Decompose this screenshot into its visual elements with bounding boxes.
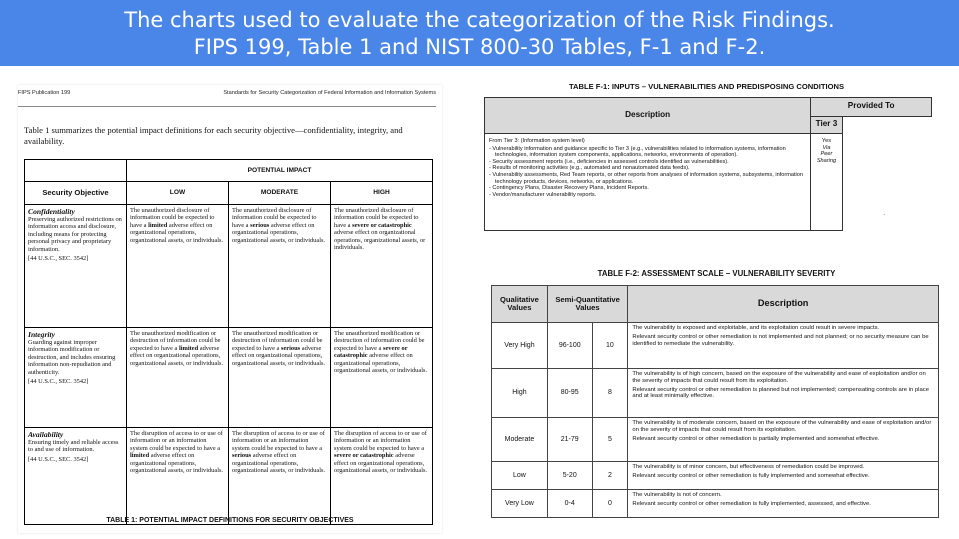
objective-definition: Ensuring timely and reliable access to a… — [28, 439, 119, 454]
description-header: Description — [627, 285, 939, 323]
table-f1-document: TABLE F-1: INPUTS – VULNERABILITIES AND … — [480, 76, 933, 245]
list-item: - Vulnerability information and guidance… — [489, 145, 786, 159]
table-row: Availability Ensuring timely and reliabl… — [24, 427, 433, 525]
qualitative-cell: Low — [491, 461, 548, 490]
table-row: Very Low 0-4 0 The vulnerability is not … — [491, 489, 939, 518]
table-row: Moderate 21-79 5 The vulnerability is of… — [491, 417, 939, 462]
objective-reference: [44 U.S.C., SEC. 3542] — [28, 255, 89, 263]
table-f1: Description Provided To Tier 3 From Tier… — [483, 97, 932, 231]
title-banner: The charts used to evaluate the categori… — [0, 0, 959, 66]
low-impact-cell: The disruption of access to or use of in… — [126, 427, 229, 525]
objective-cell: Confidentiality Preserving authorized re… — [24, 204, 127, 328]
list-item: - Vendor/manufacturer vulnerability repo… — [489, 191, 597, 198]
description-cell: The vulnerability is of high concern, ba… — [627, 368, 939, 418]
list-item: - Results of monitoring activities (e.g.… — [489, 165, 690, 172]
impact-table: POTENTIAL IMPACT Security Objective LOW … — [24, 159, 433, 525]
table-f2-title: TABLE F-2: ASSESSMENT SCALE – VULNERABIL… — [597, 269, 836, 278]
moderate-impact-cell: The unauthorized disclosure of informati… — [228, 204, 331, 328]
objective-name: Confidentiality — [28, 207, 75, 216]
qualitative-cell: High — [491, 368, 548, 418]
high-impact-cell: The unauthorized disclosure of informati… — [330, 204, 433, 328]
range-cell: 80-95 — [546, 368, 593, 418]
table-row: Confidentiality Preserving authorized re… — [24, 204, 433, 328]
banner-title-line1: The charts used to evaluate the categori… — [124, 8, 835, 32]
score-cell: 2 — [591, 461, 629, 490]
blank-header-cell — [841, 116, 932, 134]
tier3-header: Tier 3 — [810, 115, 843, 135]
list-item: - Security assessment reports (i.e., def… — [489, 158, 729, 165]
blank-header-cell — [24, 159, 127, 182]
moderate-header: MODERATE — [228, 181, 331, 205]
via-label: Via — [822, 144, 831, 151]
list-item: - Contingency Plans, Disaster Recovery P… — [489, 185, 649, 192]
moderate-impact-cell: The disruption of access to or use of in… — [228, 427, 331, 525]
provided-to-header: Provided To — [810, 97, 932, 117]
table-row: Integrity Guarding against improper info… — [24, 327, 433, 428]
potential-impact-header: POTENTIAL IMPACT — [126, 159, 433, 182]
from-tier-label: From Tier 3: (Information system level) — [489, 138, 585, 144]
objective-reference: [44 U.S.C., SEC. 3542] — [28, 378, 89, 386]
table-f2: Qualitative Values Semi-Quantitative Val… — [491, 285, 939, 518]
header-standard-title: Standards for Security Categorization of… — [223, 90, 436, 96]
low-impact-cell: The unauthorized modification or destruc… — [126, 327, 229, 428]
objective-reference: [44 U.S.C., SEC. 3542] — [28, 455, 89, 463]
banner-title-line2: FIPS 199, Table 1 and NIST 800-30 Tables… — [193, 35, 766, 59]
score-cell: 5 — [591, 417, 629, 462]
intro-paragraph: Table 1 summarizes the potential impact … — [24, 125, 403, 146]
qualitative-cell: Moderate — [491, 417, 548, 462]
score-cell: 8 — [591, 368, 629, 418]
table-row: Low 5-20 2 The vulnerability is of minor… — [491, 461, 939, 490]
score-cell: 10 — [591, 322, 629, 369]
description-header: Description — [483, 97, 812, 134]
empty-cell — [842, 134, 931, 231]
description-cell: The vulnerability is not of concern. Rele… — [627, 489, 939, 518]
f1-input-list: - Vulnerability information and guidance… — [489, 146, 806, 199]
description-cell: The vulnerability is exposed and exploit… — [627, 322, 939, 369]
header-publication: FIPS Publication 199 — [18, 90, 71, 96]
description-cell: The vulnerability is of moderate concern… — [627, 417, 939, 462]
objective-name: Integrity — [28, 330, 56, 339]
objective-definition: Guarding against improper information mo… — [28, 339, 116, 376]
qualitative-cell: Very High — [491, 322, 548, 369]
fips199-document: FIPS Publication 199 Standards for Secur… — [18, 85, 442, 533]
table-f2-document: TABLE F-2: ASSESSMENT SCALE – VULNERABIL… — [486, 257, 947, 518]
table-row: Very High 96-100 10 The vulnerability is… — [491, 322, 939, 369]
f1-description-cell: From Tier 3: (Information system level) … — [483, 133, 812, 231]
objective-definition: Preserving authorized restrictions on in… — [28, 216, 122, 253]
description-cell: The vulnerability is of minor concern, b… — [627, 461, 939, 490]
table-row: High 80-95 8 The vulnerability is of hig… — [491, 368, 939, 418]
high-header: HIGH — [330, 181, 433, 205]
qualitative-values-header: Qualitative Values — [491, 285, 548, 323]
sharing-label: Sharing — [816, 157, 837, 164]
range-cell: 5-20 — [546, 461, 593, 490]
table-caption: TABLE 1: POTENTIAL IMPACT DEFINITIONS FO… — [106, 517, 354, 524]
semi-quantitative-header: Semi-Quantitative Values — [546, 285, 629, 323]
table-f1-title: TABLE F-1: INPUTS – VULNERABILITIES AND … — [568, 82, 845, 91]
tier3-value-cell: Yes Via Peer Sharing — [810, 133, 843, 231]
stray-dot: . — [883, 211, 885, 217]
objective-cell: Availability Ensuring timely and reliabl… — [24, 427, 127, 525]
range-cell: 21-79 — [546, 417, 593, 462]
objective-cell: Integrity Guarding against improper info… — [24, 327, 127, 428]
range-cell: 96-100 — [546, 322, 593, 369]
range-cell: 0-4 — [546, 489, 593, 518]
yes-label: Yes — [821, 138, 832, 144]
header-divider — [18, 106, 436, 107]
low-header: LOW — [126, 181, 229, 205]
moderate-impact-cell: The unauthorized modification or destruc… — [228, 327, 331, 428]
high-impact-cell: The disruption of access to or use of in… — [330, 427, 433, 525]
peer-label: Peer — [820, 151, 833, 158]
low-impact-cell: The unauthorized disclosure of informati… — [126, 204, 229, 328]
objective-name: Availability — [28, 430, 64, 439]
security-objective-header: Security Objective — [24, 181, 127, 205]
high-impact-cell: The unauthorized modification or destruc… — [330, 327, 433, 428]
qualitative-cell: Very Low — [491, 489, 548, 518]
score-cell: 0 — [591, 489, 629, 518]
list-item: - Vulnerability assessments, Red Team re… — [489, 171, 803, 185]
